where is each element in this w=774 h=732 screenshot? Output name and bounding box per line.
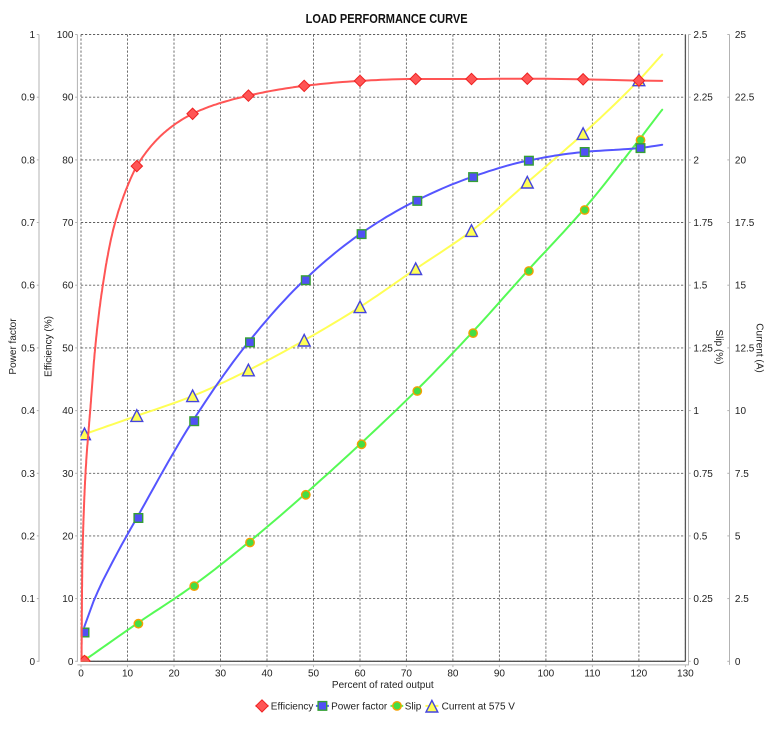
svg-text:20: 20 xyxy=(735,155,747,166)
svg-text:70: 70 xyxy=(401,668,413,679)
svg-text:1: 1 xyxy=(29,30,35,41)
svg-text:Slip: Slip xyxy=(405,701,422,712)
svg-text:0: 0 xyxy=(735,657,741,668)
svg-text:2.25: 2.25 xyxy=(693,93,713,104)
svg-text:80: 80 xyxy=(447,668,459,679)
svg-text:Efficiency: Efficiency xyxy=(271,701,314,712)
svg-text:0.9: 0.9 xyxy=(21,93,35,104)
svg-text:0: 0 xyxy=(29,657,35,668)
svg-text:90: 90 xyxy=(62,93,74,104)
svg-text:50: 50 xyxy=(308,668,320,679)
svg-text:10: 10 xyxy=(122,668,134,679)
svg-text:0.4: 0.4 xyxy=(21,406,35,417)
svg-text:0.6: 0.6 xyxy=(21,281,35,292)
svg-text:0: 0 xyxy=(68,657,74,668)
svg-text:5: 5 xyxy=(735,531,741,542)
svg-text:70: 70 xyxy=(62,218,74,229)
svg-text:0.5: 0.5 xyxy=(693,531,707,542)
svg-text:0.75: 0.75 xyxy=(693,469,713,480)
svg-text:30: 30 xyxy=(215,668,227,679)
svg-text:10: 10 xyxy=(62,594,74,605)
svg-text:0.3: 0.3 xyxy=(21,469,35,480)
svg-text:100: 100 xyxy=(538,668,555,679)
svg-text:17.5: 17.5 xyxy=(735,218,755,229)
svg-text:60: 60 xyxy=(62,281,74,292)
svg-text:40: 40 xyxy=(62,406,74,417)
svg-text:25: 25 xyxy=(735,30,747,41)
svg-text:Current at 575 V: Current at 575 V xyxy=(442,701,516,712)
svg-text:0.1: 0.1 xyxy=(21,594,35,605)
svg-text:110: 110 xyxy=(584,668,600,679)
svg-text:40: 40 xyxy=(261,668,273,679)
svg-text:20: 20 xyxy=(62,531,74,542)
svg-text:100: 100 xyxy=(57,30,74,41)
svg-text:LOAD PERFORMANCE CURVE: LOAD PERFORMANCE CURVE xyxy=(306,11,468,26)
svg-text:Percent of rated output: Percent of rated output xyxy=(332,680,434,691)
svg-text:130: 130 xyxy=(677,668,694,679)
svg-text:30: 30 xyxy=(62,469,74,480)
svg-text:0: 0 xyxy=(78,668,84,679)
svg-text:Slip (%): Slip (%) xyxy=(713,329,724,364)
svg-text:1.25: 1.25 xyxy=(693,343,713,354)
svg-text:1.75: 1.75 xyxy=(693,218,713,229)
svg-text:12.5: 12.5 xyxy=(735,343,755,354)
svg-text:0.7: 0.7 xyxy=(21,218,35,229)
svg-text:10: 10 xyxy=(735,406,747,417)
svg-text:0.25: 0.25 xyxy=(693,594,713,605)
svg-text:120: 120 xyxy=(631,668,648,679)
svg-text:0.5: 0.5 xyxy=(21,343,35,354)
svg-text:90: 90 xyxy=(494,668,506,679)
svg-text:0: 0 xyxy=(693,657,699,668)
svg-text:Power factor: Power factor xyxy=(8,318,19,375)
svg-text:Power factor: Power factor xyxy=(331,701,388,712)
svg-text:7.5: 7.5 xyxy=(735,469,749,480)
svg-text:1: 1 xyxy=(693,406,699,417)
svg-text:2: 2 xyxy=(693,155,699,166)
svg-text:Current (A): Current (A) xyxy=(754,323,765,372)
svg-text:50: 50 xyxy=(62,343,74,354)
svg-text:15: 15 xyxy=(735,281,747,292)
svg-text:1.5: 1.5 xyxy=(693,281,707,292)
svg-text:0.2: 0.2 xyxy=(21,531,35,542)
svg-text:0.8: 0.8 xyxy=(21,155,35,166)
svg-text:20: 20 xyxy=(168,668,180,679)
svg-text:2.5: 2.5 xyxy=(693,30,707,41)
svg-text:80: 80 xyxy=(62,155,74,166)
svg-text:60: 60 xyxy=(354,668,366,679)
svg-text:2.5: 2.5 xyxy=(735,594,749,605)
svg-text:Efficiency (%): Efficiency (%) xyxy=(44,316,55,377)
svg-text:22.5: 22.5 xyxy=(735,93,755,104)
